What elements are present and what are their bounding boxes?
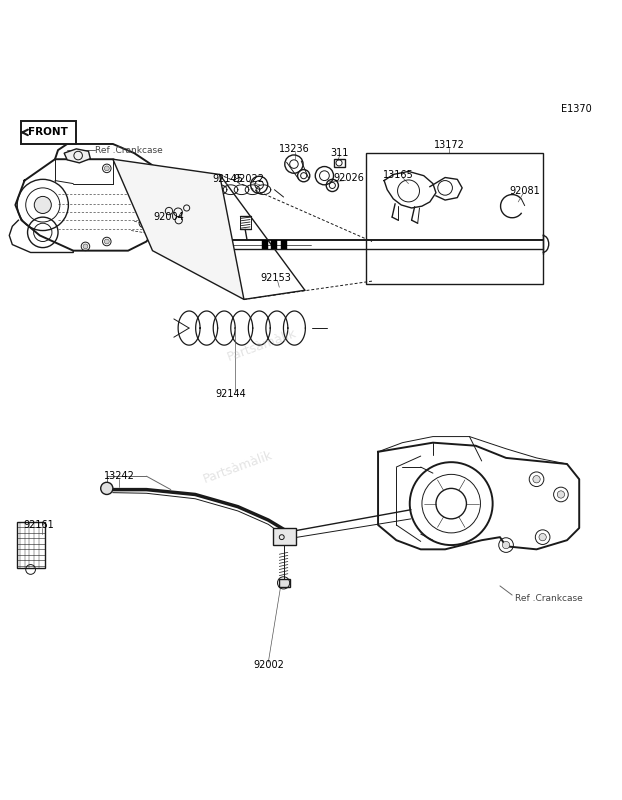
Text: Ref .Crankcase: Ref .Crankcase <box>95 146 162 154</box>
Bar <box>17 522 45 568</box>
Bar <box>21 121 77 144</box>
Text: Partsàmàlik: Partsàmàlik <box>202 449 274 486</box>
Text: 92144: 92144 <box>215 389 246 399</box>
Circle shape <box>557 491 565 498</box>
Circle shape <box>539 534 546 541</box>
Text: FRONT: FRONT <box>28 127 68 138</box>
Polygon shape <box>113 159 244 299</box>
Text: 92153: 92153 <box>260 273 291 283</box>
Text: 92161: 92161 <box>23 520 54 530</box>
Text: 92002: 92002 <box>253 660 284 670</box>
Text: Partsàmàlik: Partsàmàlik <box>226 326 299 364</box>
Text: 13165: 13165 <box>383 170 414 180</box>
Bar <box>366 153 542 284</box>
Text: 92022: 92022 <box>233 174 264 184</box>
Text: 92081: 92081 <box>509 186 541 196</box>
Text: 92026: 92026 <box>333 173 364 183</box>
Circle shape <box>101 482 113 494</box>
Bar <box>271 240 277 249</box>
Bar <box>262 240 268 249</box>
Text: E1370: E1370 <box>560 104 592 114</box>
Circle shape <box>138 177 143 182</box>
Bar <box>272 528 295 545</box>
Text: 13172: 13172 <box>434 140 465 150</box>
Bar <box>333 158 345 166</box>
Circle shape <box>104 166 109 171</box>
Polygon shape <box>64 149 90 163</box>
Text: 92145: 92145 <box>212 174 243 184</box>
Bar <box>281 240 287 249</box>
Circle shape <box>83 244 88 249</box>
Text: 92004: 92004 <box>154 212 184 222</box>
Circle shape <box>503 542 509 549</box>
Circle shape <box>34 197 52 214</box>
Circle shape <box>533 475 540 483</box>
Text: Ref .Crankcase: Ref .Crankcase <box>515 594 583 602</box>
Circle shape <box>141 221 146 226</box>
Circle shape <box>104 239 109 244</box>
Bar <box>279 578 290 586</box>
Text: 13242: 13242 <box>103 471 134 481</box>
Text: 311: 311 <box>330 147 349 158</box>
Text: 13236: 13236 <box>279 144 310 154</box>
